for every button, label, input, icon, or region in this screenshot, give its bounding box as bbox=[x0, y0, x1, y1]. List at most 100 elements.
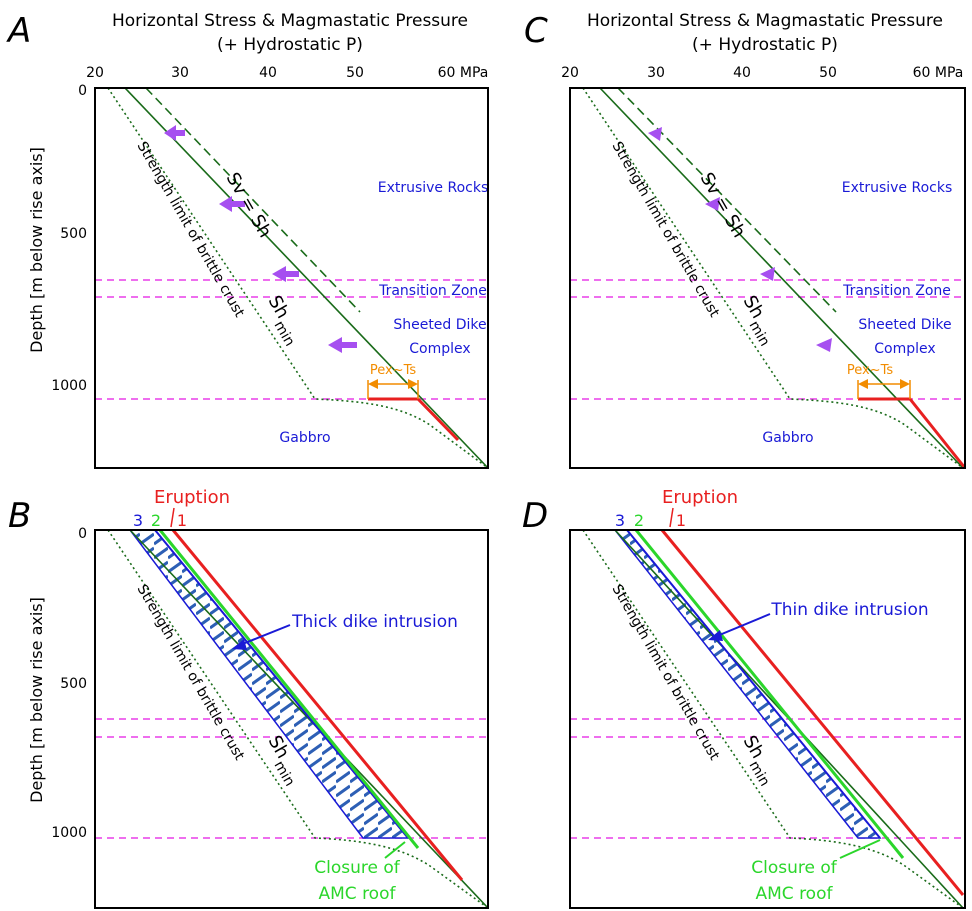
stage-2-label: 2 bbox=[634, 511, 644, 530]
extrusive-rocks-label: Extrusive Rocks bbox=[842, 180, 953, 196]
pex-arrowhead-right bbox=[900, 379, 910, 389]
min-subscript: min bbox=[745, 318, 772, 349]
pex-arrowhead-left bbox=[368, 379, 378, 389]
panel-letter-a: A bbox=[6, 11, 31, 51]
eruption-label: Eruption bbox=[154, 487, 230, 508]
eruption-label: Eruption bbox=[662, 487, 738, 508]
panel-a-title-line2: (+ Hydrostatic P) bbox=[217, 35, 363, 55]
stage-3-label: 3 bbox=[615, 511, 625, 530]
strength-limit-label: Strength limit of brittle crust bbox=[609, 139, 723, 320]
thin-dike-arrowhead bbox=[708, 630, 723, 641]
sv-sh-line bbox=[617, 87, 837, 313]
stage-3-line bbox=[154, 529, 409, 839]
x-tick: 20 bbox=[561, 65, 579, 81]
stress-arrows-small bbox=[648, 127, 832, 352]
y-tick: 1000 bbox=[51, 378, 87, 394]
panel-c: C Horizontal Stress & Magmastatic Pressu… bbox=[524, 11, 967, 469]
y-tick: 0 bbox=[78, 526, 87, 542]
panel-letter-c: C bbox=[524, 11, 548, 51]
panel-a-frame bbox=[94, 87, 489, 469]
panel-letter-d: D bbox=[522, 496, 548, 536]
panel-c-frame bbox=[569, 87, 966, 469]
eruption-pointer bbox=[170, 507, 175, 528]
x-tick: 30 bbox=[647, 65, 665, 81]
sh-min-label: Sh min bbox=[739, 732, 773, 789]
gabbro-label: Gabbro bbox=[279, 430, 330, 446]
y-axis-label: Depth [m below rise axis] bbox=[27, 147, 46, 353]
x-tick: 60 MPa bbox=[913, 65, 964, 81]
panel-c-title-line2: (+ Hydrostatic P) bbox=[692, 35, 838, 55]
panel-d: D Eruption 3 2 1 Strength limit of britt… bbox=[522, 487, 966, 909]
sh-min-line bbox=[599, 87, 964, 469]
x-tick: 60 MPa bbox=[438, 65, 489, 81]
thin-dike-hatch bbox=[613, 529, 882, 839]
sh-min-label: Sh min bbox=[739, 292, 773, 349]
x-tick: 30 bbox=[171, 65, 189, 81]
gabbro-label: Gabbro bbox=[762, 430, 813, 446]
strength-limit-label: Strength limit of brittle crust bbox=[134, 139, 248, 320]
pex-arrowhead-right bbox=[408, 379, 418, 389]
panel-b: B Eruption 3 2 1 Depth [m below rise axi… bbox=[8, 487, 490, 909]
y-tick: 500 bbox=[60, 676, 87, 692]
min-subscript: min bbox=[270, 758, 297, 789]
transition-zone-label: Transition Zone bbox=[378, 283, 487, 299]
strength-limit-curve bbox=[107, 87, 489, 469]
sheeted-dike-label-2: Complex bbox=[409, 341, 470, 357]
pex-label: Pex~Ts bbox=[847, 363, 894, 378]
y-tick: 1000 bbox=[51, 825, 87, 841]
eruption-pointer bbox=[669, 507, 674, 528]
pex-arrowhead-left bbox=[858, 379, 868, 389]
sv-sh-label: Sv = Sh bbox=[696, 169, 750, 241]
thin-dike-label: Thin dike intrusion bbox=[770, 600, 928, 620]
x-tick: 50 bbox=[346, 65, 364, 81]
stage-3-line bbox=[626, 529, 881, 839]
stage-1-line bbox=[171, 529, 464, 881]
stage-1-label: 1 bbox=[177, 511, 187, 530]
stage-2-line bbox=[634, 529, 905, 859]
sheeted-dike-label: Sheeted Dike bbox=[858, 317, 951, 333]
closure-pointer bbox=[839, 839, 881, 859]
transition-zone-label: Transition Zone bbox=[842, 283, 951, 299]
pex-label: Pex~Ts bbox=[370, 363, 417, 378]
thick-dike-pointer bbox=[239, 624, 291, 646]
panel-a: A Horizontal Stress & Magmastatic Pressu… bbox=[6, 11, 490, 469]
stage-3-label: 3 bbox=[133, 511, 143, 530]
y-tick: 500 bbox=[60, 226, 87, 242]
panel-a-title-line1: Horizontal Stress & Magmastatic Pressure bbox=[112, 11, 468, 31]
sv-sh-line bbox=[145, 87, 361, 313]
strength-limit-curve bbox=[582, 87, 964, 469]
stage-2-line bbox=[158, 529, 420, 849]
x-tick: 40 bbox=[259, 65, 277, 81]
closure-label-2: AMC roof bbox=[319, 884, 397, 904]
panel-b-frame bbox=[94, 529, 489, 909]
sheeted-dike-label: Sheeted Dike bbox=[393, 317, 486, 333]
stage-1-label: 1 bbox=[676, 511, 686, 530]
min-subscript: min bbox=[745, 758, 772, 789]
thick-dike-label: Thick dike intrusion bbox=[291, 612, 458, 632]
x-tick: 50 bbox=[819, 65, 837, 81]
y-tick: 0 bbox=[78, 83, 87, 99]
stage-2-label: 2 bbox=[151, 511, 161, 530]
sh-min-label: Sh min bbox=[264, 292, 298, 349]
panel-c-title-line1: Horizontal Stress & Magmastatic Pressure bbox=[587, 11, 943, 31]
closure-pointer bbox=[384, 841, 406, 859]
panel-d-frame bbox=[569, 529, 966, 909]
sh-min-line bbox=[124, 87, 489, 469]
stress-arrows bbox=[164, 125, 357, 353]
closure-label-1: Closure of bbox=[751, 858, 838, 878]
extrusive-rocks-label: Extrusive Rocks bbox=[378, 180, 489, 196]
closure-label-1: Closure of bbox=[314, 858, 401, 878]
magma-pressure-line bbox=[858, 397, 967, 469]
thick-dike-hatch bbox=[128, 529, 410, 839]
thin-dike-pointer bbox=[716, 613, 771, 637]
strength-limit-label: Strength limit of brittle crust bbox=[609, 582, 723, 763]
panel-letter-b: B bbox=[8, 496, 31, 536]
y-axis-label: Depth [m below rise axis] bbox=[27, 597, 46, 803]
closure-label-2: AMC roof bbox=[756, 884, 834, 904]
thick-dike-arrowhead bbox=[232, 639, 247, 650]
stage-1-line bbox=[660, 529, 965, 896]
min-subscript: min bbox=[270, 318, 297, 349]
sheeted-dike-label-2: Complex bbox=[874, 341, 935, 357]
x-tick: 40 bbox=[733, 65, 751, 81]
